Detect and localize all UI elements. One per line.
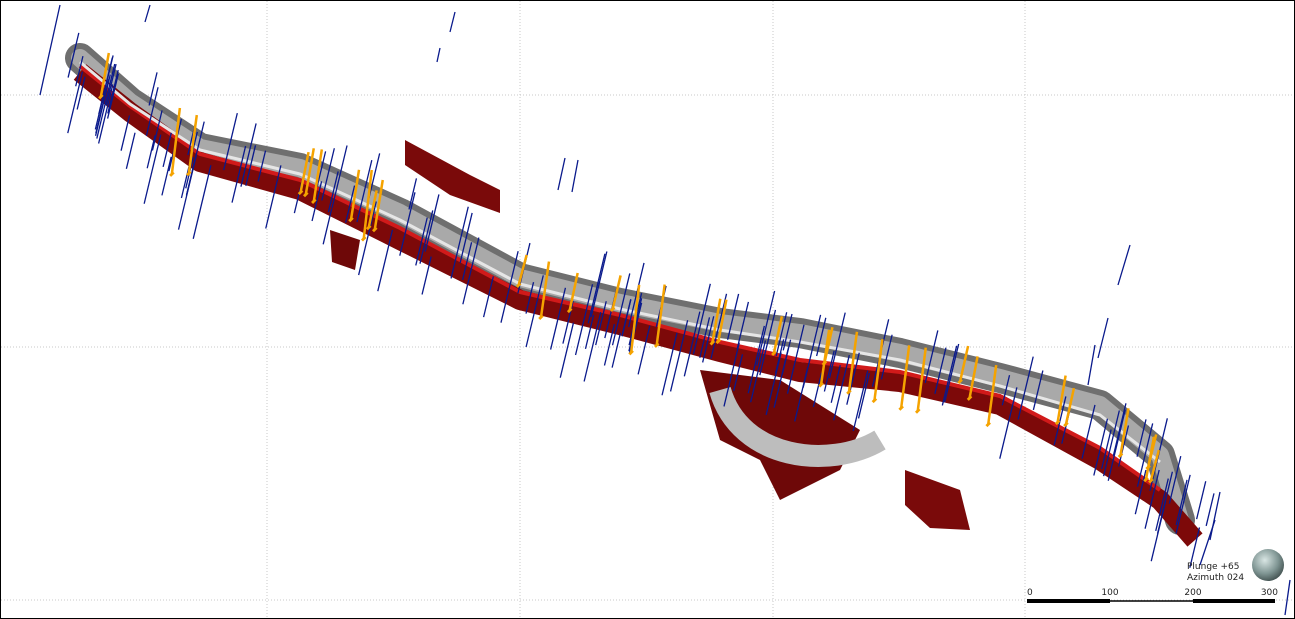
drillhole-collar: [569, 309, 571, 311]
drillhole-collar: [518, 284, 520, 286]
drillhole-collar: [540, 316, 542, 318]
drillhole-collar: [711, 342, 713, 344]
drillhole-collar: [1119, 454, 1121, 456]
drillhole-collar: [820, 384, 822, 386]
drillhole-collar: [900, 407, 902, 409]
drillhole-collar: [917, 410, 919, 412]
drillhole-collar: [873, 399, 875, 401]
drillhole-collar: [656, 344, 658, 346]
drillhole-collar: [1150, 480, 1152, 482]
scale-label: 0: [1027, 588, 1033, 598]
page: 0 100 200 300 Plunge +65 Azimuth 024 (()…: [0, 0, 1295, 619]
drillhole-collar: [1065, 423, 1067, 425]
scale-label: 200: [1184, 588, 1201, 598]
drillhole-collar: [823, 362, 825, 364]
drillhole-collar: [305, 193, 307, 195]
drillhole-collar: [100, 96, 102, 98]
drillhole-collar: [171, 173, 173, 175]
drillhole-collar: [368, 227, 370, 229]
drillhole-collar: [350, 219, 352, 221]
drillhole-collar: [630, 352, 632, 354]
drillhole-collar: [959, 380, 961, 382]
azimuth-label: Azimuth 024: [1187, 573, 1244, 583]
drillhole-collar: [987, 423, 989, 425]
drillhole-collar: [374, 229, 376, 231]
drillhole-collar: [612, 308, 614, 310]
drillhole-collar: [188, 172, 190, 174]
drillhole-collar: [717, 340, 719, 342]
viewport-3d: 0 100 200 300 Plunge +65 Azimuth 024: [0, 0, 1295, 619]
drillhole-collar: [300, 191, 302, 193]
orientation-globe[interactable]: [1252, 549, 1284, 581]
drillhole-collar: [1057, 421, 1059, 423]
scale-label: 100: [1101, 588, 1118, 598]
drillhole-collar: [773, 352, 775, 354]
drillhole-collar: [848, 391, 850, 393]
drillhole-collar: [1145, 478, 1147, 480]
drillhole-collar: [313, 200, 315, 202]
drillhole-collar: [363, 238, 365, 240]
plunge-label: Plunge +65: [1187, 562, 1239, 572]
scale-label: 300: [1261, 588, 1278, 598]
drillhole-collar: [969, 397, 971, 399]
